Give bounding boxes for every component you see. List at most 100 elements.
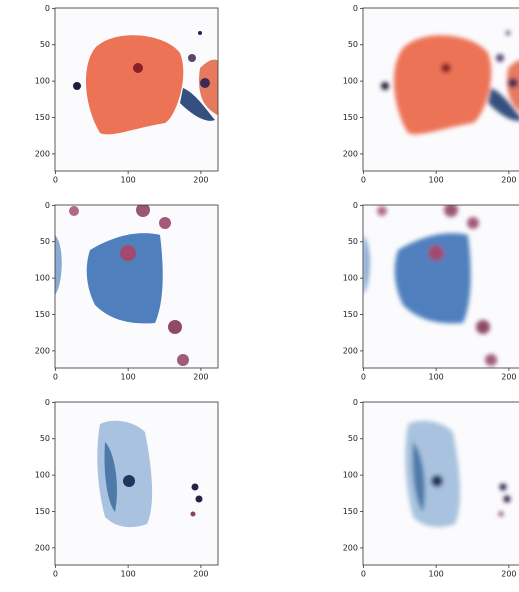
y-tick-label: 200 xyxy=(35,149,50,158)
nucleus xyxy=(508,78,518,88)
y-tick-label: 150 xyxy=(343,310,358,319)
nucleus xyxy=(377,206,387,216)
image xyxy=(55,8,218,171)
y-tick-label: 50 xyxy=(40,434,50,443)
y-tick-label: 150 xyxy=(35,507,50,516)
x-tick-label: 0 xyxy=(361,570,366,579)
nucleus xyxy=(120,245,136,261)
y-tick-label: 0 xyxy=(45,4,50,13)
y-tick-label: 150 xyxy=(35,113,50,122)
nucleus xyxy=(159,217,171,229)
cell xyxy=(199,59,218,116)
x-tick-label: 0 xyxy=(53,176,58,185)
nucleus xyxy=(195,495,203,503)
y-tick-label: 0 xyxy=(353,398,358,407)
image-content xyxy=(405,420,511,528)
debris xyxy=(180,88,215,121)
y-tick-label: 50 xyxy=(348,40,358,49)
image xyxy=(363,205,519,368)
y-tick-label: 150 xyxy=(343,507,358,516)
nucleus xyxy=(133,63,143,73)
axes-frame xyxy=(54,204,219,369)
nucleus xyxy=(485,354,497,366)
y-tick-label: 200 xyxy=(343,149,358,158)
axes-frame xyxy=(54,401,219,566)
axes-frame xyxy=(362,204,519,369)
y-tick-label: 50 xyxy=(348,237,358,246)
cell xyxy=(86,233,163,324)
cell-shade xyxy=(104,442,117,512)
y-tick-label: 0 xyxy=(353,201,358,210)
x-tick-label: 100 xyxy=(120,176,135,185)
x-tick-label: 100 xyxy=(428,570,443,579)
x-tick-label: 0 xyxy=(53,570,58,579)
nucleus xyxy=(444,205,458,217)
cell-shade xyxy=(412,442,425,512)
nucleus xyxy=(476,320,490,334)
image-content xyxy=(55,205,189,366)
nucleus xyxy=(200,78,210,88)
cell xyxy=(393,35,492,135)
x-tick-label: 100 xyxy=(428,373,443,382)
x-tick-label: 200 xyxy=(501,176,516,185)
y-tick-label: 50 xyxy=(348,434,358,443)
y-tick-label: 100 xyxy=(35,471,50,480)
nucleus xyxy=(136,205,150,217)
image xyxy=(363,402,519,565)
cell xyxy=(55,235,62,295)
axes-frame xyxy=(362,401,519,566)
x-tick-label: 0 xyxy=(53,373,58,382)
y-tick-label: 200 xyxy=(343,346,358,355)
nucleus xyxy=(190,511,196,517)
nucleus xyxy=(381,82,389,90)
image-content xyxy=(97,420,203,528)
x-tick-label: 100 xyxy=(120,373,135,382)
nucleus xyxy=(498,511,504,517)
nucleus xyxy=(177,354,189,366)
debris xyxy=(488,88,519,121)
x-tick-label: 200 xyxy=(193,570,208,579)
nucleus xyxy=(123,475,135,487)
nucleus xyxy=(467,217,479,229)
nucleus xyxy=(168,320,182,334)
nucleus xyxy=(198,31,202,35)
image-content xyxy=(381,31,519,135)
y-tick-label: 0 xyxy=(45,398,50,407)
image xyxy=(55,402,218,565)
y-tick-label: 150 xyxy=(343,113,358,122)
nucleus xyxy=(73,82,81,90)
x-tick-label: 200 xyxy=(501,373,516,382)
axes-frame xyxy=(54,7,219,172)
x-tick-label: 0 xyxy=(361,176,366,185)
image xyxy=(55,205,218,368)
nucleus xyxy=(69,206,79,216)
nucleus xyxy=(496,54,504,62)
nucleus xyxy=(431,475,443,487)
x-tick-label: 100 xyxy=(428,176,443,185)
y-tick-label: 50 xyxy=(40,237,50,246)
x-tick-label: 200 xyxy=(193,176,208,185)
axes-frame xyxy=(362,7,519,172)
nucleus xyxy=(499,483,507,491)
nucleus xyxy=(441,63,451,73)
nucleus xyxy=(503,495,511,503)
y-tick-label: 100 xyxy=(343,471,358,480)
y-tick-label: 100 xyxy=(343,274,358,283)
image-content xyxy=(363,205,497,366)
cell xyxy=(363,235,370,295)
nucleus xyxy=(188,54,196,62)
y-tick-label: 50 xyxy=(40,40,50,49)
y-tick-label: 100 xyxy=(35,77,50,86)
nucleus xyxy=(506,31,510,35)
cell xyxy=(85,35,184,135)
x-tick-label: 100 xyxy=(120,570,135,579)
x-tick-label: 0 xyxy=(361,373,366,382)
y-tick-label: 0 xyxy=(353,4,358,13)
y-tick-label: 100 xyxy=(343,77,358,86)
nucleus xyxy=(428,245,444,261)
y-tick-label: 0 xyxy=(45,201,50,210)
image xyxy=(363,8,519,171)
image-content xyxy=(73,31,218,135)
y-tick-label: 150 xyxy=(35,310,50,319)
